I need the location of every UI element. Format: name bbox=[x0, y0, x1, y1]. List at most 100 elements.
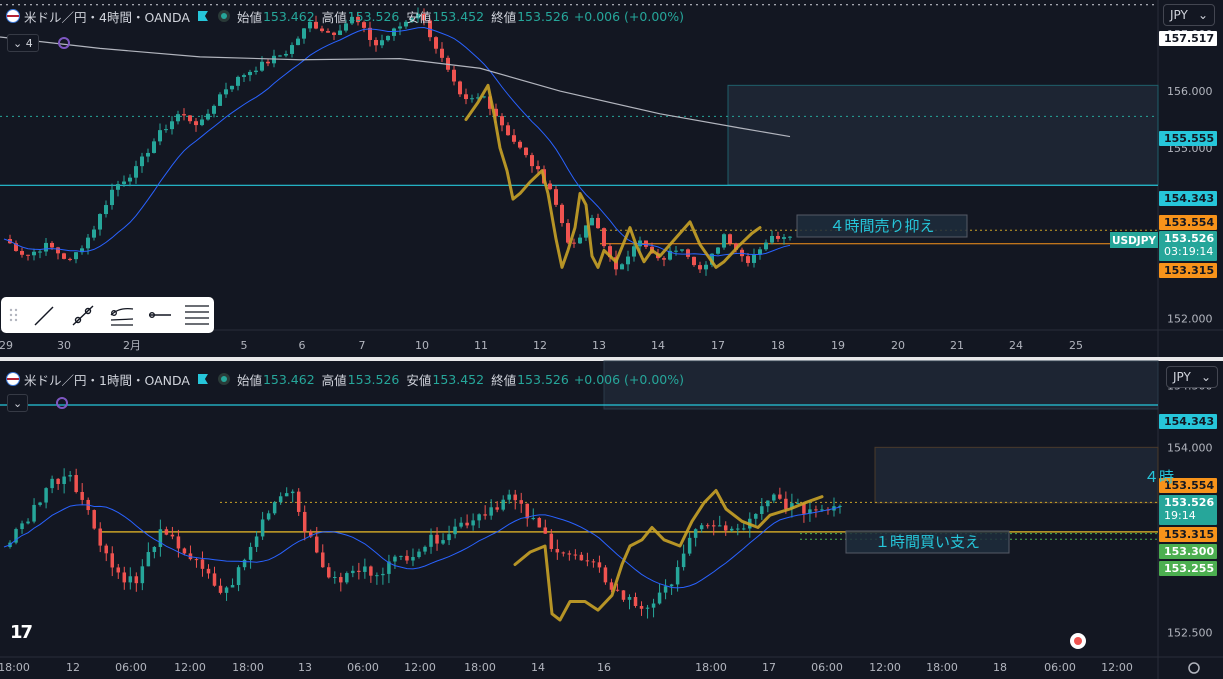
price-tag[interactable] bbox=[1159, 215, 1217, 230]
candle-body[interactable] bbox=[585, 560, 590, 562]
annotation-box[interactable] bbox=[845, 530, 1010, 554]
candle-body[interactable] bbox=[380, 40, 384, 46]
candle-body[interactable] bbox=[284, 53, 288, 56]
candle-body[interactable] bbox=[68, 475, 72, 477]
candle-body[interactable] bbox=[374, 39, 378, 46]
candle-body[interactable] bbox=[531, 518, 536, 520]
candle-body[interactable] bbox=[609, 582, 614, 590]
candle-body[interactable] bbox=[362, 22, 366, 28]
candle-body[interactable] bbox=[632, 246, 636, 257]
candle-body[interactable] bbox=[603, 567, 608, 583]
candle-body[interactable] bbox=[788, 236, 792, 238]
candle-body[interactable] bbox=[32, 504, 36, 522]
candle-body[interactable] bbox=[572, 242, 576, 244]
candle-body[interactable] bbox=[465, 522, 469, 526]
hand-drawn-path[interactable] bbox=[513, 489, 824, 622]
candle-body[interactable] bbox=[356, 16, 360, 23]
candle-body[interactable] bbox=[692, 256, 696, 266]
candle-body[interactable] bbox=[314, 21, 318, 29]
candle-body[interactable] bbox=[218, 585, 223, 593]
candle-body[interactable] bbox=[164, 129, 168, 131]
candle-body[interactable] bbox=[814, 509, 818, 511]
candle-body[interactable] bbox=[525, 503, 530, 519]
candle-body[interactable] bbox=[278, 55, 282, 57]
candle-body[interactable] bbox=[404, 21, 408, 27]
candle-body[interactable] bbox=[140, 566, 145, 584]
candle-body[interactable] bbox=[704, 264, 708, 270]
candle-body[interactable] bbox=[332, 32, 336, 35]
candle-body[interactable] bbox=[699, 525, 704, 530]
candle-body[interactable] bbox=[790, 503, 794, 509]
candle-body[interactable] bbox=[778, 494, 782, 499]
candle-body[interactable] bbox=[429, 534, 433, 547]
candle-body[interactable] bbox=[686, 249, 690, 257]
price-tag[interactable] bbox=[1159, 31, 1217, 46]
candle-body[interactable] bbox=[772, 494, 776, 501]
candle-body[interactable] bbox=[218, 94, 222, 106]
chart-canvas-1h[interactable]: １時間買い支え154.500154.000152.500154.343153.5… bbox=[0, 360, 1223, 679]
moving-average-blue[interactable] bbox=[3, 504, 841, 589]
candle-body[interactable] bbox=[736, 528, 740, 530]
candle-body[interactable] bbox=[760, 506, 764, 514]
candle-body[interactable] bbox=[566, 223, 570, 243]
indicator-toggle-button[interactable]: ⌄ bbox=[7, 394, 29, 412]
candle-body[interactable] bbox=[86, 237, 90, 249]
candle-body[interactable] bbox=[524, 147, 528, 156]
candle-body[interactable] bbox=[206, 568, 211, 574]
symbol-tag[interactable] bbox=[1110, 232, 1158, 248]
candle-body[interactable] bbox=[62, 253, 66, 259]
candle-body[interactable] bbox=[122, 181, 126, 185]
chart-canvas-4h[interactable]: ４時間売り抑え157.000156.000155.000152.000157.5… bbox=[0, 0, 1223, 357]
resistance-zone[interactable] bbox=[727, 84, 1159, 186]
candle-body[interactable] bbox=[368, 27, 372, 40]
candle-body[interactable] bbox=[182, 114, 186, 116]
candle-body[interactable] bbox=[386, 35, 390, 41]
price-tag[interactable] bbox=[1159, 478, 1217, 493]
candle-body[interactable] bbox=[506, 125, 510, 136]
candle-body[interactable] bbox=[290, 45, 294, 54]
price-tag[interactable] bbox=[1159, 231, 1217, 261]
candle-body[interactable] bbox=[26, 521, 30, 524]
candle-body[interactable] bbox=[56, 247, 60, 254]
candle-body[interactable] bbox=[602, 228, 606, 247]
candle-body[interactable] bbox=[381, 573, 385, 576]
candle-body[interactable] bbox=[705, 525, 710, 527]
candle-body[interactable] bbox=[158, 529, 163, 547]
candle-body[interactable] bbox=[104, 545, 108, 554]
price-axis[interactable] bbox=[1158, 0, 1223, 357]
candle-body[interactable] bbox=[350, 16, 354, 24]
price-tag[interactable] bbox=[1159, 544, 1217, 559]
candle-body[interactable] bbox=[116, 184, 120, 190]
candle-body[interactable] bbox=[176, 114, 180, 122]
candle-body[interactable] bbox=[808, 509, 812, 514]
indicator-toggle-button[interactable]: ⌄ 4 bbox=[7, 34, 39, 52]
candle-body[interactable] bbox=[742, 528, 746, 530]
candle-body[interactable] bbox=[314, 536, 319, 553]
candle-body[interactable] bbox=[536, 166, 540, 170]
candle-body[interactable] bbox=[754, 513, 758, 519]
candle-body[interactable] bbox=[278, 496, 283, 503]
candle-body[interactable] bbox=[308, 21, 312, 29]
event-flag-icon[interactable] bbox=[197, 11, 208, 21]
candle-body[interactable] bbox=[260, 519, 265, 537]
candle-body[interactable] bbox=[296, 38, 300, 46]
chart-pane-1h[interactable]: １時間買い支え154.500154.000152.500154.343153.5… bbox=[0, 360, 1223, 679]
candle-body[interactable] bbox=[417, 551, 421, 558]
candle-body[interactable] bbox=[543, 527, 548, 534]
candle-body[interactable] bbox=[549, 533, 554, 549]
candle-body[interactable] bbox=[338, 30, 342, 35]
candle-body[interactable] bbox=[416, 13, 420, 19]
price-tag[interactable] bbox=[1159, 414, 1217, 429]
candle-body[interactable] bbox=[513, 494, 517, 501]
drawing-toolbar[interactable] bbox=[1, 297, 214, 333]
candle-body[interactable] bbox=[308, 531, 313, 537]
candle-body[interactable] bbox=[242, 75, 246, 77]
candle-body[interactable] bbox=[212, 573, 217, 586]
candle-body[interactable] bbox=[447, 534, 451, 541]
candle-body[interactable] bbox=[248, 546, 253, 560]
candle-body[interactable] bbox=[722, 234, 726, 248]
candle-body[interactable] bbox=[38, 251, 42, 253]
candle-body[interactable] bbox=[224, 89, 228, 95]
candle-body[interactable] bbox=[104, 205, 108, 215]
candle-body[interactable] bbox=[110, 189, 114, 206]
